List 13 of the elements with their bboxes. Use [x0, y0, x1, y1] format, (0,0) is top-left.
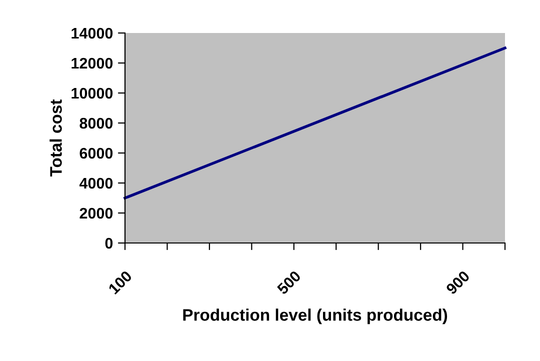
- x-axis-title: Production level (units produced): [183, 308, 448, 324]
- y-tick-label: 12000: [72, 58, 113, 69]
- y-axis-title: Total cost: [50, 99, 62, 177]
- y-tick-label: 2000: [80, 208, 113, 219]
- x-tick-label: 500: [276, 270, 302, 296]
- y-tick-label: 0: [105, 238, 113, 249]
- y-tick-label: 14000: [72, 28, 113, 39]
- y-tick-label: 4000: [79, 178, 113, 189]
- x-tick-label: 100: [108, 270, 132, 295]
- y-tick-label: 10000: [72, 88, 113, 99]
- y-tick-label: 6000: [80, 148, 113, 159]
- y-tick-label: 8000: [80, 118, 113, 129]
- x-tick-label: 900: [445, 270, 470, 295]
